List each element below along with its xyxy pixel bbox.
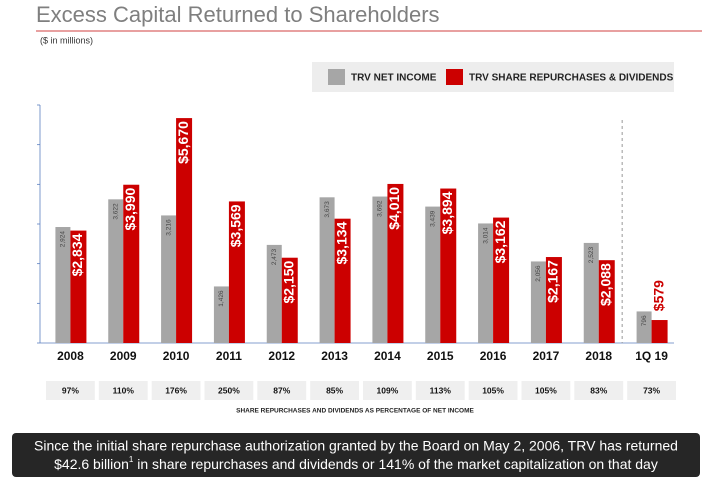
legend-swatch: [328, 69, 345, 85]
value-label: 3,439: [429, 210, 436, 227]
value-label: $2,834: [69, 233, 85, 276]
ratio-label: 85%: [326, 385, 343, 395]
bar: [636, 311, 652, 343]
ratio-cell: [98, 381, 148, 400]
bar: [213, 286, 229, 343]
bar: [545, 257, 562, 343]
value-label: 3,692: [377, 200, 384, 217]
bar: [387, 183, 404, 343]
ratio-label: 110%: [113, 385, 135, 395]
ratio-cell: [521, 381, 571, 400]
x-tick-label: 2014: [374, 349, 401, 363]
ratio-label: 250%: [218, 385, 240, 395]
value-label: $5,670: [175, 121, 191, 164]
x-tick-label: 2008: [57, 349, 84, 363]
x-tick-label: 2010: [163, 349, 190, 363]
bar: [598, 260, 615, 343]
ratio-label: 83%: [590, 385, 607, 395]
ratio-cell: [415, 381, 465, 400]
value-label: $3,569: [228, 204, 244, 247]
value-label: 3,216: [165, 219, 172, 236]
ratio-label: 97%: [62, 385, 79, 395]
bar: [651, 320, 668, 343]
bar: [478, 223, 494, 343]
bar: [55, 227, 71, 343]
value-label: 2,924: [60, 231, 67, 248]
bar: [228, 201, 245, 343]
legend-label: TRV NET INCOME: [351, 73, 437, 84]
value-label: 3,622: [112, 203, 119, 220]
bar: [281, 257, 298, 343]
ratio-label: 73%: [643, 385, 660, 395]
ratio-cell: [257, 381, 307, 400]
ratio-cell: [46, 381, 95, 400]
value-label: 1,426: [218, 290, 225, 307]
ratio-label: 176%: [165, 385, 187, 395]
value-label: $2,167: [545, 260, 561, 303]
value-label: 3,014: [482, 227, 489, 244]
bar: [440, 188, 457, 343]
x-tick-label: 1Q 19: [635, 349, 668, 363]
bar: [530, 261, 546, 343]
ratio-cell: [310, 381, 359, 400]
bar: [176, 118, 193, 343]
value-label: $3,894: [439, 191, 455, 234]
banner: [12, 433, 700, 477]
ratio-cell: [627, 381, 676, 400]
bar: [70, 230, 87, 343]
chart-title: Excess Capital Returned to Shareholders: [36, 2, 440, 27]
value-label: $2,150: [280, 261, 296, 304]
x-tick-label: 2015: [427, 349, 454, 363]
value-label: 2,056: [535, 265, 542, 282]
ratio-cell: [204, 381, 254, 400]
ratio-label: 109%: [377, 385, 399, 395]
banner-text: Since the initial share repurchase autho…: [34, 438, 678, 454]
value-label: 796: [641, 315, 648, 326]
value-label: $3,162: [492, 220, 508, 263]
bar: [493, 217, 510, 343]
bar: [319, 197, 335, 343]
bar: [123, 184, 140, 343]
banner-amount: $42.6 billion: [54, 456, 129, 472]
x-tick-label: 2017: [533, 349, 560, 363]
ratio-caption: SHARE REPURCHASES AND DIVIDENDS AS PERCE…: [236, 408, 474, 415]
bar: [334, 218, 351, 343]
ratio-cell: [468, 381, 518, 400]
legend-swatch: [446, 69, 463, 85]
ratio-cell: [363, 381, 412, 400]
value-label: $4,010: [386, 187, 402, 230]
legend-label: TRV SHARE REPURCHASES & DIVIDENDS: [469, 73, 674, 84]
x-tick-label: 2018: [585, 349, 612, 363]
x-tick-label: 2013: [321, 349, 348, 363]
ratio-label: 105%: [535, 385, 557, 395]
bar: [266, 244, 282, 343]
bar: [161, 215, 177, 343]
banner-text: $42.6 billion1 in share repurchases and …: [54, 455, 658, 472]
ratio-cell: [151, 381, 201, 400]
x-tick-label: 2011: [216, 349, 242, 363]
bar: [425, 206, 441, 343]
ratio-label: 87%: [273, 385, 290, 395]
value-label: 2,523: [588, 247, 595, 264]
value-label: $3,134: [333, 221, 349, 264]
ratio-label: 113%: [430, 385, 452, 395]
bar: [583, 242, 599, 343]
value-label: $579: [650, 280, 666, 311]
x-tick-label: 2009: [110, 349, 137, 363]
banner-rest: in share repurchases and dividends or 14…: [133, 456, 658, 472]
value-label: 2,473: [271, 249, 278, 266]
x-tick-label: 2016: [480, 349, 507, 363]
value-label: 3,673: [324, 201, 331, 218]
value-label: $3,990: [122, 188, 138, 231]
ratio-cell: [574, 381, 624, 400]
subtitle: ($ in millions): [40, 35, 93, 45]
value-label: $2,088: [597, 263, 613, 306]
bar: [108, 199, 124, 343]
bar: [372, 196, 388, 343]
footnote-mark: 1: [129, 455, 134, 464]
ratio-label: 105%: [482, 385, 504, 395]
x-tick-label: 2012: [268, 349, 295, 363]
legend-box: [312, 62, 674, 92]
